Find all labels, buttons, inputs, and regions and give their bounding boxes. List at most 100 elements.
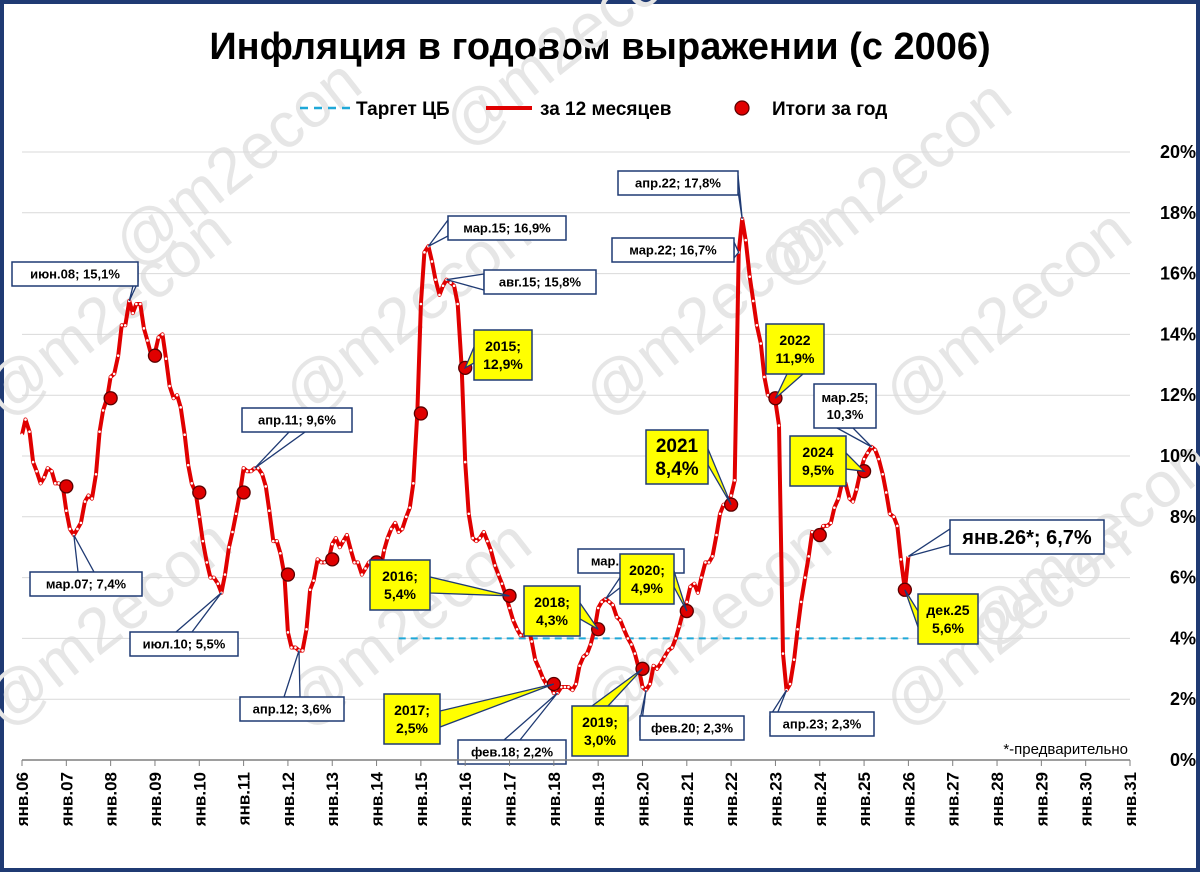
monthly-point <box>382 548 386 552</box>
annotation-box <box>617 170 739 196</box>
monthly-point <box>533 658 537 661</box>
monthly-point <box>633 652 637 655</box>
monthly-point <box>848 497 851 500</box>
monthly-point <box>57 482 61 485</box>
monthly-point <box>271 539 275 543</box>
monthly-point <box>715 533 718 537</box>
annotation-label: янв.26*; 6,7% <box>961 527 1092 549</box>
annotation-pointer <box>774 373 805 399</box>
monthly-point <box>50 469 53 473</box>
monthly-point <box>434 278 437 281</box>
annotation-pointer <box>463 346 475 370</box>
annotation-label: апр.12; 3,6% <box>253 702 332 717</box>
monthly-point <box>696 591 700 595</box>
monthly-point <box>478 536 482 540</box>
monthly-point <box>294 646 297 649</box>
monthly-point <box>689 585 692 589</box>
monthly-point <box>862 457 866 461</box>
monthly-point <box>205 561 209 564</box>
annotation-box <box>769 711 875 737</box>
x-tick-label: янв.16 <box>456 772 475 827</box>
monthly-point <box>803 576 807 579</box>
annotation-label: 2022 <box>779 332 810 348</box>
annotation-label: 2016; <box>382 568 418 584</box>
x-tick-label: янв.11 <box>235 772 254 826</box>
monthly-point <box>201 539 205 543</box>
monthly-point <box>231 530 234 534</box>
monthly-point <box>763 375 766 379</box>
x-tick-label: янв.18 <box>545 772 564 827</box>
annotation-label: 2020; <box>629 562 665 578</box>
monthly-point <box>139 302 142 306</box>
monthly-point <box>822 524 825 528</box>
annotation-label: 11,9% <box>776 350 815 366</box>
monthly-point <box>268 509 271 513</box>
monthly-point <box>851 500 855 503</box>
monthly-point <box>408 506 412 509</box>
monthly-point <box>101 409 105 412</box>
monthly-point <box>175 393 179 397</box>
x-tick-label: янв.25 <box>855 772 874 827</box>
y-tick-label: 0% <box>1170 750 1196 770</box>
monthly-point <box>87 494 90 497</box>
monthly-point <box>83 500 87 503</box>
annotation-label: июн.08; 15,1% <box>30 267 120 282</box>
annotation-pointer <box>254 431 308 469</box>
annotation-callout: фев.20; 2,3% <box>639 689 745 741</box>
monthly-point <box>279 551 282 555</box>
annotation-box <box>241 407 353 433</box>
annotation-box <box>483 269 597 295</box>
x-tick-label: янв.26 <box>899 772 918 827</box>
watermark-text: @m2econ <box>429 0 704 161</box>
monthly-point <box>659 661 663 665</box>
annotation-label: 2024 <box>802 444 833 460</box>
monthly-point <box>471 536 475 540</box>
monthly-point <box>393 521 397 525</box>
annotation-label: 2019; <box>582 714 618 730</box>
x-tick-label: янв.07 <box>57 772 76 827</box>
monthly-point <box>486 539 489 543</box>
y-tick-label: 18% <box>1160 203 1196 223</box>
legend-label-annual: Итоги за год <box>772 99 887 120</box>
monthly-point <box>316 558 319 561</box>
monthly-point <box>183 433 186 437</box>
x-tick-label: янв.22 <box>722 772 741 827</box>
monthly-point <box>452 284 456 288</box>
monthly-point <box>356 561 360 564</box>
annotation-box <box>473 329 533 381</box>
annual-result-dot <box>413 406 429 421</box>
monthly-point <box>670 646 674 649</box>
monthly-point <box>578 664 581 668</box>
monthly-point <box>837 497 840 500</box>
monthly-point <box>571 688 574 692</box>
annual-result-dot <box>103 391 118 406</box>
annotation-box <box>789 435 847 487</box>
annual-result-dot <box>192 485 207 500</box>
monthly-point <box>685 600 689 604</box>
monthly-point <box>31 460 35 464</box>
monthly-point <box>582 655 585 658</box>
annotation-label: 4,9% <box>631 580 663 596</box>
annotation-callout: 2018; 4,3% <box>523 585 599 637</box>
annotation-box <box>11 261 139 287</box>
monthly-point <box>574 682 578 686</box>
monthly-point <box>563 685 567 689</box>
annotation-box <box>239 696 345 722</box>
monthly-point <box>305 627 308 631</box>
y-tick-label: 14% <box>1160 324 1196 344</box>
monthly-point <box>751 299 755 303</box>
monthly-point <box>810 530 814 534</box>
monthly-point <box>389 527 393 531</box>
annotation-label: 4,3% <box>536 612 568 628</box>
x-tick-label: янв.21 <box>678 772 697 827</box>
monthly-point <box>135 302 138 306</box>
monthly-point <box>666 649 670 652</box>
annotation-callout: апр.23; 2,3% <box>769 689 875 737</box>
annotation-box <box>917 593 979 645</box>
annotation-box <box>523 585 581 637</box>
monthly-point <box>888 512 892 516</box>
monthly-point <box>474 539 478 543</box>
monthly-point <box>799 600 803 604</box>
monthly-point <box>360 573 364 576</box>
